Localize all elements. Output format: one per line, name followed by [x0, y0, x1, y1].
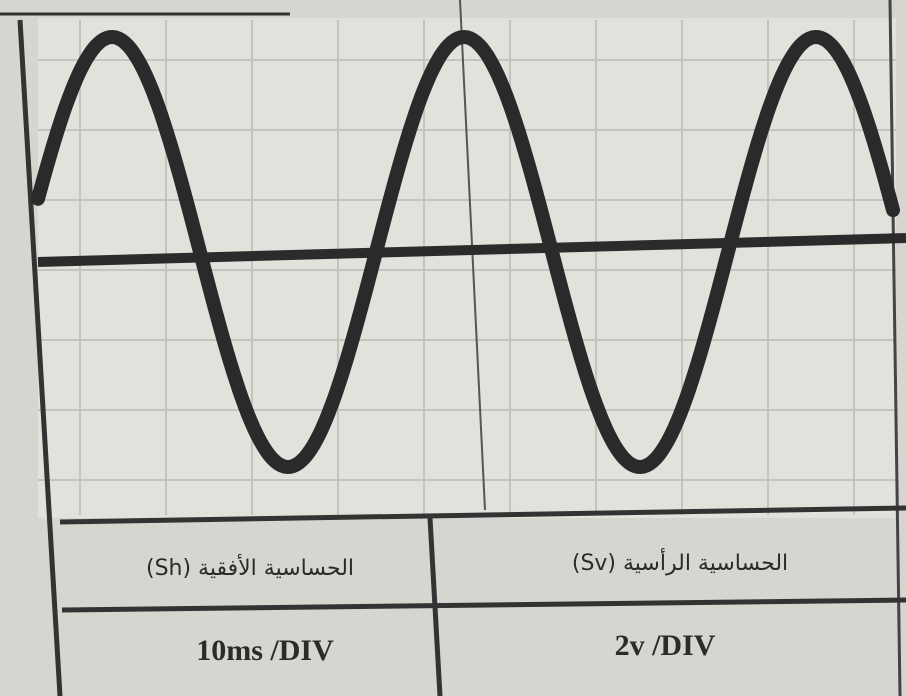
table-header: الحساسية الرأسية (Sv) — [572, 548, 788, 576]
oscilloscope-figure: الحساسية الأفقية (Sh) الحساسية الرأسية (… — [0, 0, 906, 696]
table-cell: 10ms /DIV — [196, 634, 334, 667]
page: الحساسية الأفقية (Sh) الحساسية الرأسية (… — [0, 0, 906, 696]
table-cell: 2v /DIV — [615, 629, 716, 662]
table-header: الحساسية الأفقية (Sh) — [146, 554, 354, 581]
